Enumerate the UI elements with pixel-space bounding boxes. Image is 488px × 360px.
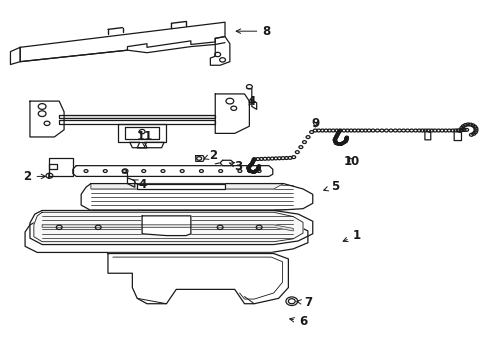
Text: 7: 7 [296,296,311,309]
Text: 2: 2 [203,149,216,162]
Polygon shape [91,184,283,189]
Text: 8: 8 [236,25,270,38]
Polygon shape [210,37,229,65]
Polygon shape [59,120,215,125]
Polygon shape [195,156,204,161]
Polygon shape [10,47,20,64]
Polygon shape [220,160,233,166]
Polygon shape [20,22,224,62]
Text: 2: 2 [23,170,45,183]
Polygon shape [215,94,249,134]
Text: 10: 10 [343,155,359,168]
Polygon shape [108,253,288,304]
Polygon shape [59,116,215,118]
Text: 11: 11 [136,130,152,147]
Text: 5: 5 [323,180,338,193]
Polygon shape [130,142,163,148]
Polygon shape [30,101,64,137]
Polygon shape [34,212,303,242]
Polygon shape [42,225,293,231]
Polygon shape [25,221,307,252]
Polygon shape [142,216,190,235]
Circle shape [288,299,295,304]
Text: 1: 1 [343,229,360,242]
Polygon shape [81,184,312,211]
Text: 3: 3 [229,160,242,173]
Polygon shape [30,211,312,244]
Polygon shape [137,184,224,189]
Text: 9: 9 [310,117,319,130]
Polygon shape [49,158,73,176]
Text: 6: 6 [289,315,306,328]
Polygon shape [73,166,272,176]
Text: 4: 4 [132,178,146,191]
Polygon shape [118,125,166,142]
Text: 4: 4 [247,95,255,108]
